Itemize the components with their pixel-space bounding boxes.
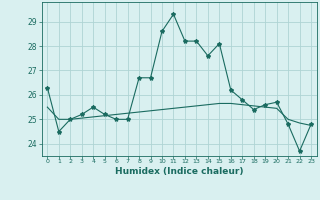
X-axis label: Humidex (Indice chaleur): Humidex (Indice chaleur) [115,167,244,176]
